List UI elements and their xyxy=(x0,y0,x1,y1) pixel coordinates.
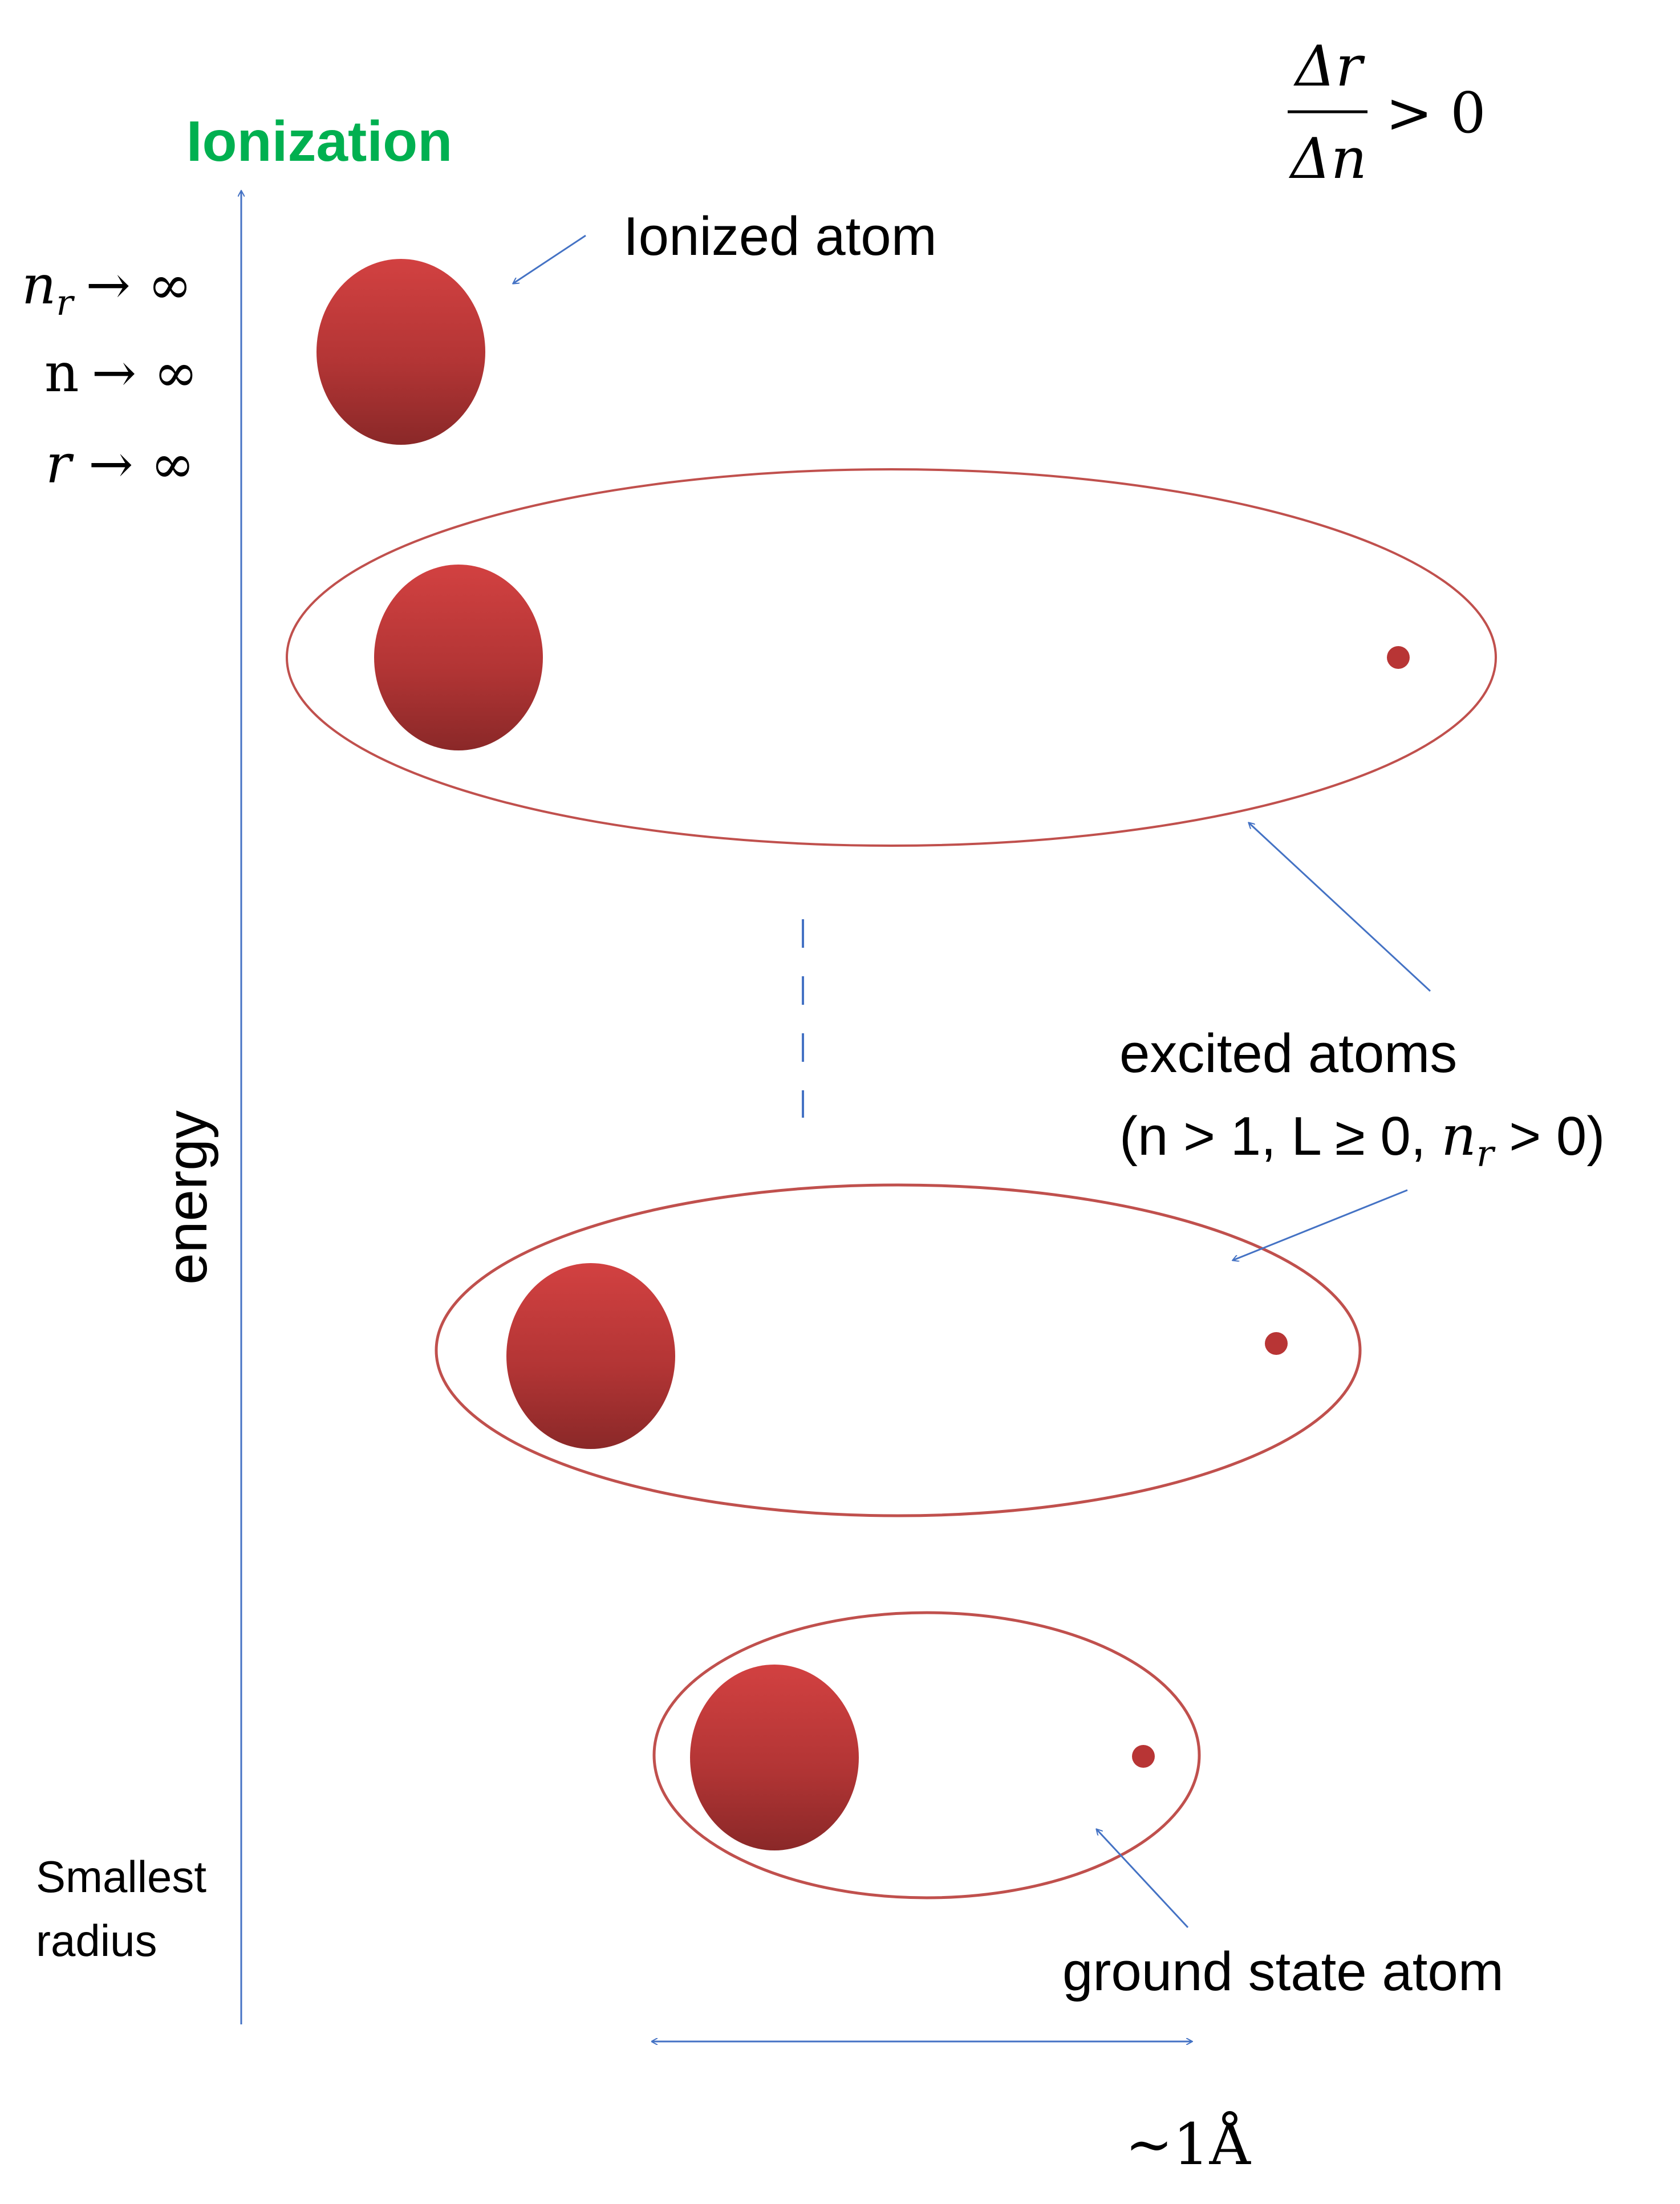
ionization-label: Ionization xyxy=(186,109,453,173)
nr-subscript: r xyxy=(56,282,75,323)
ground-state-pointer xyxy=(1097,1829,1189,1929)
excited-nucleus-large xyxy=(374,565,543,750)
ionized-atom-pointer xyxy=(513,234,586,283)
nr-limit: nr → ∞ xyxy=(22,254,192,323)
ionized-nucleus xyxy=(316,259,485,445)
excited-atoms-label: excited atoms xyxy=(1119,1023,1457,1084)
nr-arrow-infinity: → ∞ xyxy=(86,254,192,316)
energy-axis-label: energy xyxy=(155,1110,219,1285)
r-arrow-infinity: → ∞ xyxy=(88,433,195,496)
limits-block: nr → ∞ n → ∞ r → ∞ xyxy=(22,254,198,496)
excited-orbit-medium xyxy=(435,1183,1362,1517)
excited-electron-medium xyxy=(1265,1332,1288,1355)
n-arrow-infinity: → ∞ xyxy=(92,342,198,404)
excited-conditions-nr-sub: r xyxy=(1476,1133,1496,1175)
excited-orbit-large xyxy=(286,468,1497,847)
excited-conditions-nr: n xyxy=(1441,1104,1476,1168)
excited-pointer-middle xyxy=(1233,1189,1408,1260)
excited-nucleus-medium xyxy=(506,1263,675,1449)
formula-numerator: Δr xyxy=(1293,34,1365,99)
formula-relation: > 0 xyxy=(1386,81,1486,146)
r-variable: r xyxy=(46,433,74,496)
excited-conditions-end: > 0) xyxy=(1494,1106,1605,1167)
excited-pointer-top xyxy=(1249,823,1431,992)
ground-nucleus xyxy=(690,1665,859,1850)
excited-conditions-start: (n > 1, L ≥ 0, xyxy=(1119,1106,1441,1167)
excited-electron-large xyxy=(1387,646,1410,669)
smallest-radius-label-line1: Smallest xyxy=(36,1852,206,1902)
r-limit: r → ∞ xyxy=(46,433,195,496)
scale-label: ~1Å xyxy=(1125,2111,1251,2178)
smallest-radius-label-line2: radius xyxy=(36,1915,157,1966)
ionized-atom-label: Ionized atom xyxy=(623,206,937,267)
ground-state-label: ground state atom xyxy=(1062,1941,1504,2002)
nr-variable: n xyxy=(22,254,56,316)
formula-denominator: Δn xyxy=(1288,127,1367,192)
n-limit: n → ∞ xyxy=(44,342,198,404)
n-variable: n xyxy=(44,342,79,404)
radius-growth-formula: Δr Δn > 0 xyxy=(1288,34,1486,192)
ground-orbit xyxy=(652,1611,1201,1899)
ground-electron xyxy=(1132,1745,1155,1768)
excited-atoms-conditions: (n > 1, L ≥ 0, nr > 0) xyxy=(1119,1104,1605,1175)
